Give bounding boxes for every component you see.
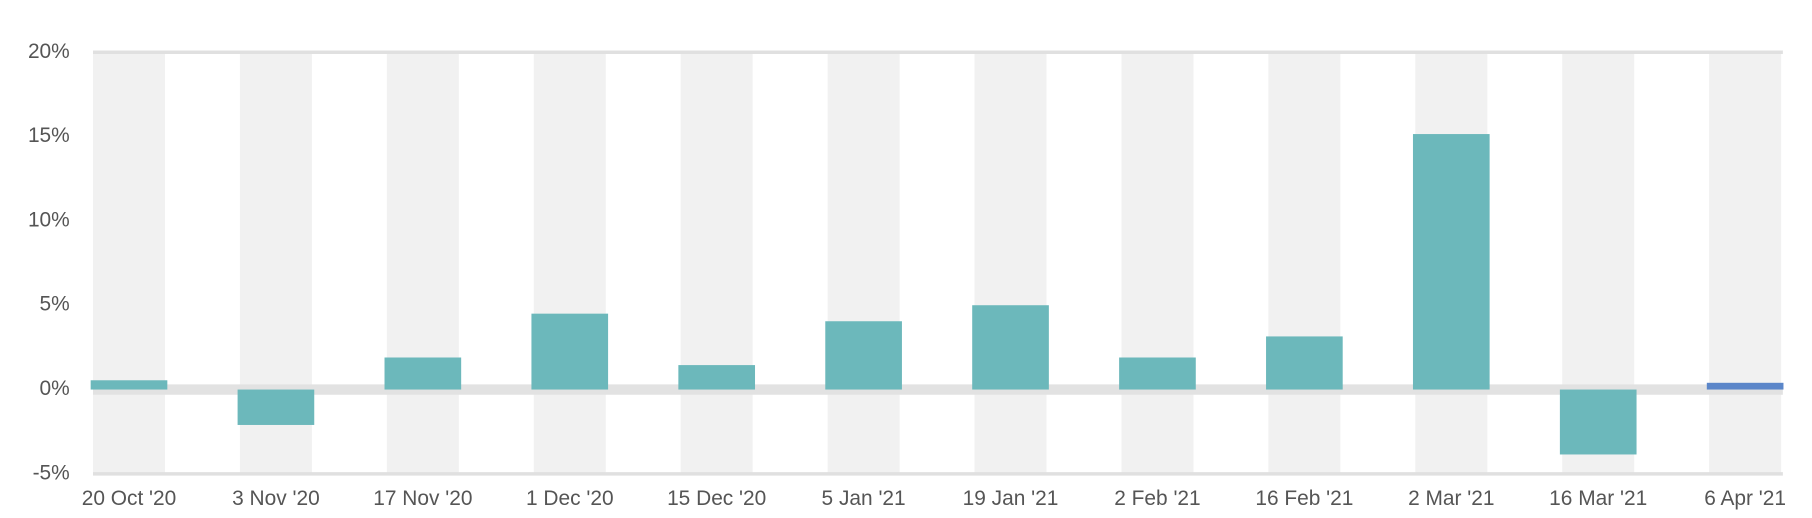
column-stripe bbox=[827, 52, 900, 474]
bar bbox=[90, 380, 168, 390]
bar bbox=[237, 389, 315, 425]
x-tick-label: 15 Dec '20 bbox=[667, 487, 766, 510]
column-stripe bbox=[92, 52, 166, 474]
x-tick-label: 6 Apr '21 bbox=[1704, 487, 1786, 510]
bar bbox=[678, 365, 756, 390]
column-stripe bbox=[1121, 52, 1194, 474]
bar bbox=[531, 313, 609, 390]
bar bbox=[972, 305, 1049, 390]
bar bbox=[1559, 389, 1637, 455]
x-tick-label: 2 Mar '21 bbox=[1408, 487, 1494, 510]
x-tick-label: 1 Dec '20 bbox=[526, 487, 614, 510]
column-stripe bbox=[1709, 52, 1782, 474]
bar bbox=[1706, 382, 1784, 390]
y-tick-label: 0% bbox=[40, 377, 70, 400]
column-stripe bbox=[386, 52, 459, 474]
x-tick-label: 3 Nov '20 bbox=[232, 487, 320, 510]
column-stripe bbox=[680, 52, 753, 474]
bar bbox=[825, 321, 902, 390]
x-tick-label: 5 Jan '21 bbox=[822, 487, 906, 510]
x-tick-label: 20 Oct '20 bbox=[82, 487, 177, 510]
x-tick-label: 16 Mar '21 bbox=[1549, 487, 1647, 510]
bar bbox=[1412, 134, 1490, 390]
x-tick-label: 19 Jan '21 bbox=[963, 487, 1059, 510]
y-tick-label: 20% bbox=[28, 40, 70, 63]
bar bbox=[1266, 336, 1343, 390]
y-tick-label: 15% bbox=[28, 124, 70, 147]
y-tick-label: -5% bbox=[33, 461, 70, 484]
bar bbox=[1119, 357, 1196, 390]
x-tick-label: 16 Feb '21 bbox=[1255, 487, 1353, 510]
y-tick-label: 10% bbox=[28, 208, 70, 231]
bar bbox=[384, 357, 462, 390]
column-stripe bbox=[1268, 52, 1341, 474]
x-tick-label: 17 Nov '20 bbox=[373, 487, 472, 510]
x-tick-label: 2 Feb '21 bbox=[1114, 487, 1200, 510]
y-tick-label: 5% bbox=[40, 293, 70, 316]
column-stripe bbox=[974, 52, 1047, 474]
column-stripe bbox=[533, 52, 606, 474]
